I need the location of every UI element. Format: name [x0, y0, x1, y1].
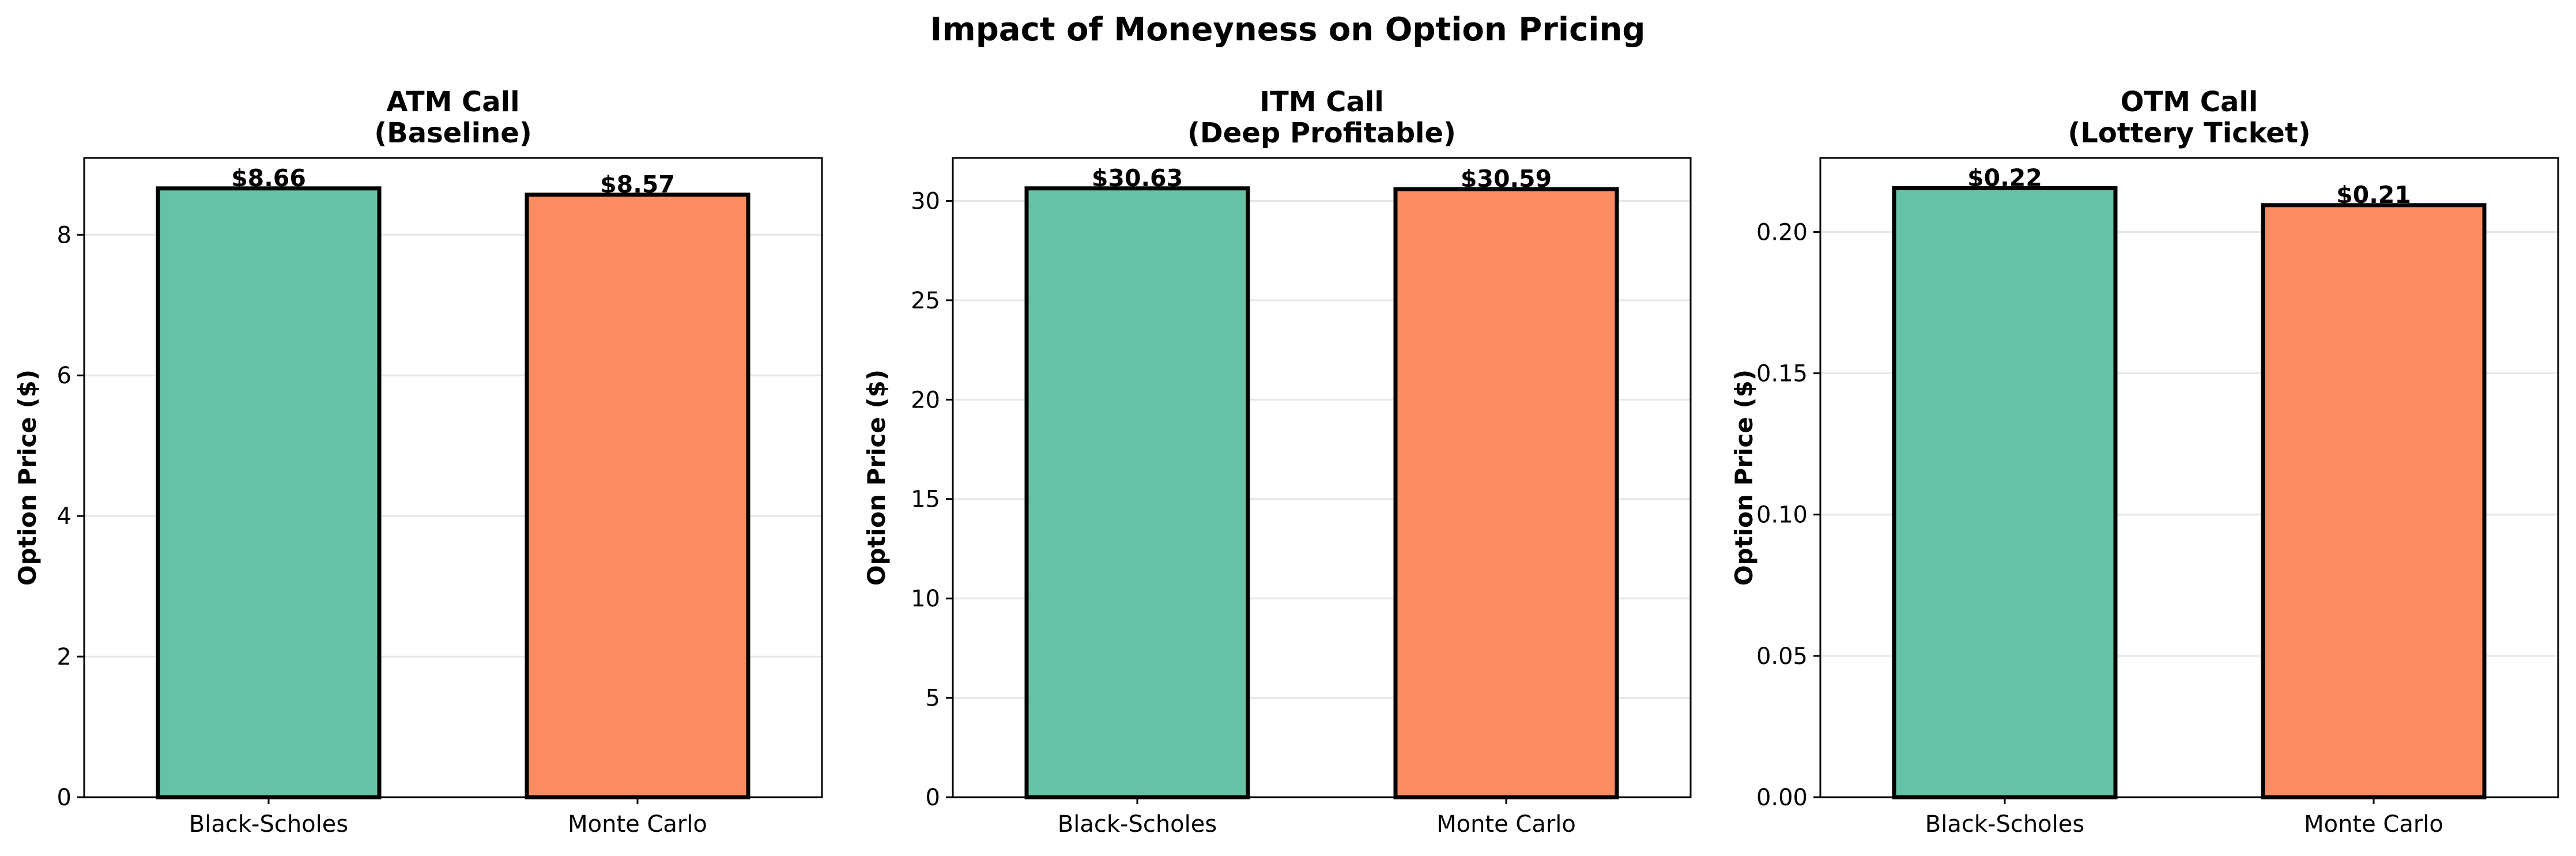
panel-title: OTM Call (Lottery Ticket) [2068, 86, 2310, 149]
x-tick-label: Monte Carlo [568, 811, 707, 838]
data-label: $0.22 [1967, 164, 2042, 191]
y-tick-label: 25 [911, 288, 940, 314]
bar-black-scholes [1892, 186, 2118, 800]
chart-panel-2: $30.63 Black-Scholes $30.59 Monte Carlo 0 5 10… [862, 86, 1692, 838]
data-label: $30.63 [1092, 164, 1183, 192]
y-tick-label: 0 [57, 785, 71, 811]
panel-title-line: ATM Call [386, 86, 519, 118]
axes-frame [1819, 157, 2559, 798]
data-label: $30.59 [1461, 165, 1552, 193]
y-tick-label: 5 [926, 685, 940, 712]
data-label: $8.66 [231, 164, 306, 192]
chart-panel-1: $8.66 Black-Scholes $8.57 Monte Carlo 0 2 4 6 8 O… [13, 86, 823, 838]
figure-title: Impact of Moneyness on Option Pricing [930, 11, 1646, 48]
x-tick-label: Black-Scholes [1925, 811, 2084, 838]
x-tick-label: Black-Scholes [189, 811, 348, 838]
data-label: $8.57 [600, 171, 675, 198]
y-tick-label: 30 [911, 188, 940, 214]
panel-title-line: (Deep Profitable) [1187, 117, 1456, 149]
data-label: $0.21 [2336, 181, 2411, 209]
y-tick-label: 6 [57, 363, 71, 389]
y-tick-label: 10 [911, 586, 940, 612]
y-tick-label: 0 [926, 785, 940, 811]
y-tick-label: 0.05 [1756, 643, 1808, 670]
y-tick-label: 4 [57, 503, 71, 530]
y-axis-label: Option Price ($) [13, 369, 42, 586]
bar-monte-carlo [1393, 187, 1619, 800]
panel-title-line: (Lottery Ticket) [2068, 117, 2310, 149]
y-tick-label: 15 [911, 487, 940, 513]
panel-title: ATM Call (Baseline) [374, 86, 532, 149]
y-tick-label: 0.00 [1756, 785, 1808, 811]
y-tick-label: 2 [57, 644, 71, 670]
panel-title-line: (Baseline) [374, 117, 532, 149]
axes-frame [83, 157, 823, 798]
axes-frame [952, 157, 1692, 798]
panel-title: ITM Call (Deep Profitable) [1187, 86, 1456, 149]
y-axis-label: Option Price ($) [862, 369, 891, 586]
bar-black-scholes [1024, 186, 1250, 800]
y-tick-label: 8 [57, 222, 71, 248]
chart-panel-3: $0.22 Black-Scholes $0.21 Monte Carlo 0.00 0.… [1730, 86, 2559, 838]
panel-title-line: ITM Call [1259, 86, 1384, 118]
y-tick-label: 0.20 [1756, 219, 1808, 246]
y-tick-label: 0.15 [1756, 361, 1808, 387]
x-tick-label: Monte Carlo [2304, 811, 2443, 838]
bar-monte-carlo [525, 193, 750, 800]
bar-monte-carlo [2261, 203, 2487, 800]
y-tick-label: 20 [911, 387, 940, 413]
x-tick-label: Monte Carlo [1436, 811, 1576, 838]
panel-title-line: OTM Call [2121, 86, 2258, 118]
y-tick-label: 0.10 [1756, 502, 1808, 529]
bar-black-scholes [156, 186, 382, 800]
x-tick-label: Black-Scholes [1058, 811, 1217, 838]
y-axis-label: Option Price ($) [1730, 369, 1758, 586]
